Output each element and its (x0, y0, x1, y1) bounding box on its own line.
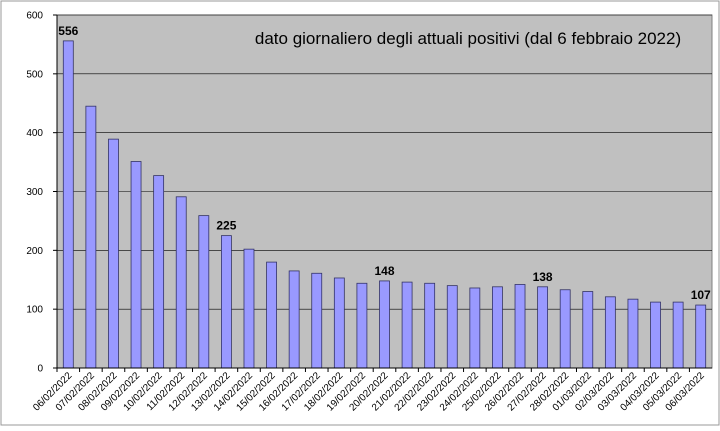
bar (627, 298, 639, 369)
bar (62, 40, 74, 369)
bar (514, 284, 526, 369)
bar (537, 286, 549, 369)
y-tick-label: 500 (26, 69, 43, 80)
bar (85, 105, 97, 369)
bar (356, 282, 368, 369)
bar (243, 248, 255, 369)
bar (604, 296, 616, 369)
bar (650, 301, 661, 369)
y-tick-label: 100 (26, 305, 43, 316)
bar (220, 235, 232, 369)
bar (108, 138, 119, 369)
bar (424, 282, 436, 369)
data-label: 148 (374, 264, 394, 278)
y-tick-label: 200 (26, 246, 43, 257)
bar (311, 272, 323, 369)
bar (288, 270, 300, 369)
data-label: 225 (216, 219, 236, 233)
bar (672, 301, 684, 369)
y-tick-label: 400 (26, 128, 43, 139)
bar (492, 286, 503, 369)
bar (582, 291, 594, 369)
bar (198, 215, 210, 369)
y-tick-label: 600 (26, 11, 43, 22)
data-label: 138 (533, 270, 553, 284)
bar (175, 196, 187, 369)
bar (559, 289, 571, 369)
data-label: 556 (58, 24, 78, 38)
y-tick-label: 0 (37, 364, 43, 375)
bar (333, 277, 345, 369)
bar (266, 261, 277, 369)
chart-title: dato giornaliero degli attuali positivi … (255, 29, 681, 48)
bar (446, 285, 458, 369)
bar (379, 280, 390, 369)
bar (153, 175, 165, 369)
bar (695, 304, 707, 369)
bar (401, 281, 413, 369)
data-label: 107 (691, 288, 711, 302)
y-tick-label: 300 (26, 187, 43, 198)
bar (130, 161, 142, 369)
bar (469, 287, 481, 369)
